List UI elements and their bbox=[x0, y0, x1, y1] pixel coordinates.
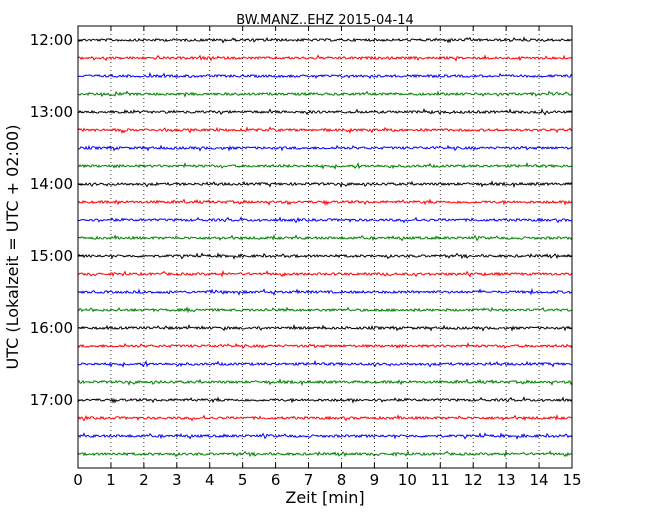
y-axis-ticks: 12:00 13:00 14:00 15:00 16:00 17:00 bbox=[30, 31, 572, 409]
trace-1700 bbox=[77, 396, 573, 404]
x-tick-label: 14 bbox=[530, 471, 549, 489]
trace-1615 bbox=[77, 341, 573, 350]
y-tick-label: 16:00 bbox=[30, 319, 73, 337]
traces bbox=[77, 36, 573, 458]
x-tick-label: 7 bbox=[304, 471, 314, 489]
plot-frame bbox=[77, 25, 573, 469]
trace-1230 bbox=[77, 71, 573, 80]
trace-1200 bbox=[77, 36, 573, 44]
x-tick-label: 12 bbox=[464, 471, 483, 489]
x-tick-label: 1 bbox=[106, 471, 116, 489]
chart-title: BW.MANZ..EHZ 2015-04-14 bbox=[236, 13, 414, 28]
x-tick-label: 5 bbox=[238, 471, 248, 489]
y-tick-label: 17:00 bbox=[30, 391, 73, 409]
x-tick-label: 3 bbox=[172, 471, 182, 489]
x-tick-label: 13 bbox=[497, 471, 516, 489]
trace-1345 bbox=[77, 161, 573, 170]
x-tick-label: 6 bbox=[271, 471, 281, 489]
trace-1445 bbox=[77, 233, 573, 242]
trace-1545 bbox=[77, 306, 573, 314]
y-tick-label: 14:00 bbox=[30, 175, 73, 193]
trace-1400 bbox=[77, 180, 573, 189]
x-tick-label: 0 bbox=[73, 471, 83, 489]
trace-1500 bbox=[77, 252, 573, 260]
x-tick-label: 11 bbox=[431, 471, 450, 489]
x-tick-label: 9 bbox=[370, 471, 380, 489]
trace-1315 bbox=[77, 126, 573, 135]
trace-1515 bbox=[77, 269, 573, 278]
trace-1245 bbox=[77, 90, 573, 98]
y-tick-label: 15:00 bbox=[30, 247, 73, 265]
x-tick-label: 10 bbox=[398, 471, 417, 489]
trace-1530 bbox=[77, 287, 573, 296]
x-tick-label: 8 bbox=[337, 471, 347, 489]
x-axis-ticks: 0 1 2 3 4 5 6 7 8 9 10 11 12 13 14 15 bbox=[73, 26, 582, 489]
x-tick-label: 4 bbox=[205, 471, 215, 489]
trace-1600 bbox=[77, 323, 573, 332]
trace-1415 bbox=[77, 198, 573, 206]
trace-1715 bbox=[77, 413, 573, 422]
trace-1630 bbox=[77, 359, 573, 368]
trace-1215 bbox=[77, 54, 573, 62]
x-tick-label: 2 bbox=[139, 471, 149, 489]
y-tick-label: 13:00 bbox=[30, 103, 73, 121]
y-axis-label: UTC (Lokalzeit = UTC + 02:00) bbox=[3, 125, 22, 370]
x-tick-label: 15 bbox=[562, 471, 581, 489]
x-axis-label: Zeit [min] bbox=[285, 488, 364, 507]
trace-1300 bbox=[77, 107, 573, 116]
grid-lines bbox=[110, 26, 540, 468]
trace-1330 bbox=[77, 144, 573, 152]
trace-1745 bbox=[77, 449, 573, 458]
y-tick-label: 12:00 bbox=[30, 31, 73, 49]
trace-1730 bbox=[77, 432, 573, 440]
trace-1645 bbox=[77, 378, 573, 387]
trace-1430 bbox=[77, 216, 573, 224]
